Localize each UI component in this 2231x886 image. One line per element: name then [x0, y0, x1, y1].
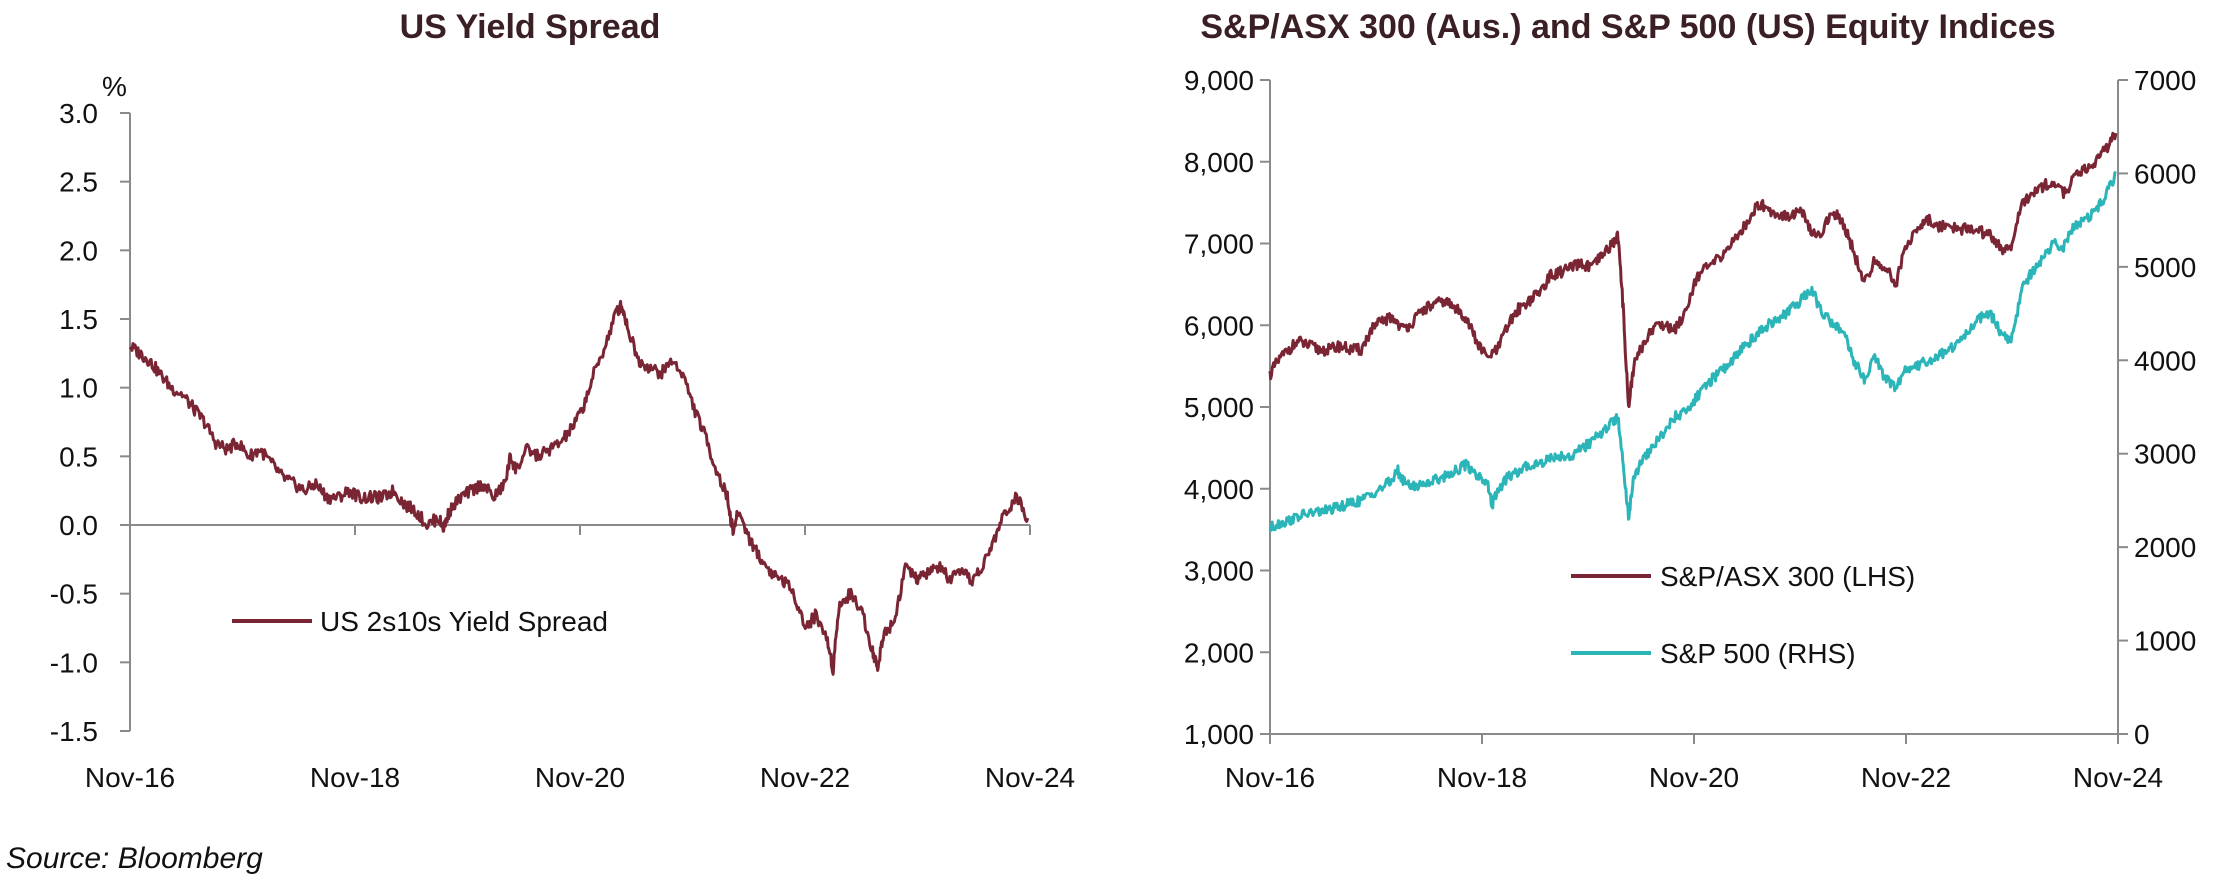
- x-tick-label: Nov-16: [85, 762, 175, 793]
- x-tick-label: Nov-20: [535, 762, 625, 793]
- x-tick-label: Nov-20: [1649, 762, 1739, 793]
- y-tick-label: 2.5: [59, 167, 98, 198]
- y-tick-label: 0.5: [59, 441, 98, 472]
- y-tick-label: -1.5: [50, 716, 98, 747]
- y-tick-label: 1.0: [59, 373, 98, 404]
- chart-title: S&P/ASX 300 (Aus.) and S&P 500 (US) Equi…: [1200, 8, 2055, 46]
- right-tick-label: 1000: [2134, 626, 2196, 657]
- y-tick-label: 0.0: [59, 510, 98, 541]
- legend-label: US 2s10s Yield Spread: [320, 606, 608, 637]
- right-tick-label: 5000: [2134, 252, 2196, 283]
- series-lines: [128, 299, 1030, 676]
- left-tick-label: 5,000: [1184, 392, 1254, 423]
- y-axis-label: %: [102, 71, 127, 102]
- legend: S&P/ASX 300 (LHS) S&P 500 (RHS): [1571, 561, 1915, 669]
- right-tick-label: 0: [2134, 719, 2150, 750]
- y-tick-label: 2.0: [59, 235, 98, 266]
- right-tick-label: 6000: [2134, 158, 2196, 189]
- equity-indices-chart: S&P/ASX 300 (Aus.) and S&P 500 (US) Equi…: [1184, 8, 2196, 793]
- x-tick-label: Nov-18: [1437, 762, 1527, 793]
- legend: US 2s10s Yield Spread: [232, 606, 608, 637]
- series-line: [128, 299, 1030, 676]
- left-tick-label: 1,000: [1184, 719, 1254, 750]
- x-tick-label: Nov-22: [1861, 762, 1951, 793]
- x-tick-label: Nov-18: [310, 762, 400, 793]
- right-tick-label: 2000: [2134, 532, 2196, 563]
- x-tick-label: Nov-24: [2073, 762, 2163, 793]
- left-tick-label: 3,000: [1184, 556, 1254, 587]
- right-tick-label: 4000: [2134, 345, 2196, 376]
- yield-spread-chart: US Yield Spread % 3.0 2.5 2.0 1.5 1.0 0.5 0.0 -…: [50, 8, 1075, 793]
- x-tick-label: Nov-24: [985, 762, 1075, 793]
- series-line: [1268, 171, 2117, 532]
- y-tick-label: -1.0: [50, 647, 98, 678]
- left-tick-label: 9,000: [1184, 65, 1254, 96]
- left-tick-label: 4,000: [1184, 474, 1254, 505]
- y-tick-label: 3.0: [59, 98, 98, 129]
- right-tick-label: 3000: [2134, 439, 2196, 470]
- x-tick-label: Nov-22: [760, 762, 850, 793]
- series-lines: [1268, 131, 2118, 532]
- chart-title: US Yield Spread: [400, 8, 661, 46]
- source-note: Source: Bloomberg: [6, 842, 263, 875]
- axes: 9,000 8,000 7,000 6,000 5,000 4,000 3,000 2,000…: [1184, 65, 2196, 793]
- legend-label: S&P 500 (RHS): [1660, 638, 1856, 669]
- left-tick-label: 7,000: [1184, 229, 1254, 260]
- left-tick-label: 2,000: [1184, 637, 1254, 668]
- series-line: [1268, 131, 2118, 409]
- x-tick-label: Nov-16: [1225, 762, 1315, 793]
- axes: 3.0 2.5 2.0 1.5 1.0 0.5 0.0 -0.5 -1.0 -1.5 Nov-16 N…: [50, 98, 1075, 793]
- y-tick-label: 1.5: [59, 304, 98, 335]
- legend-label: S&P/ASX 300 (LHS): [1660, 561, 1915, 592]
- left-tick-label: 6,000: [1184, 310, 1254, 341]
- y-tick-label: -0.5: [50, 579, 98, 610]
- left-tick-label: 8,000: [1184, 147, 1254, 178]
- right-tick-label: 7000: [2134, 65, 2196, 96]
